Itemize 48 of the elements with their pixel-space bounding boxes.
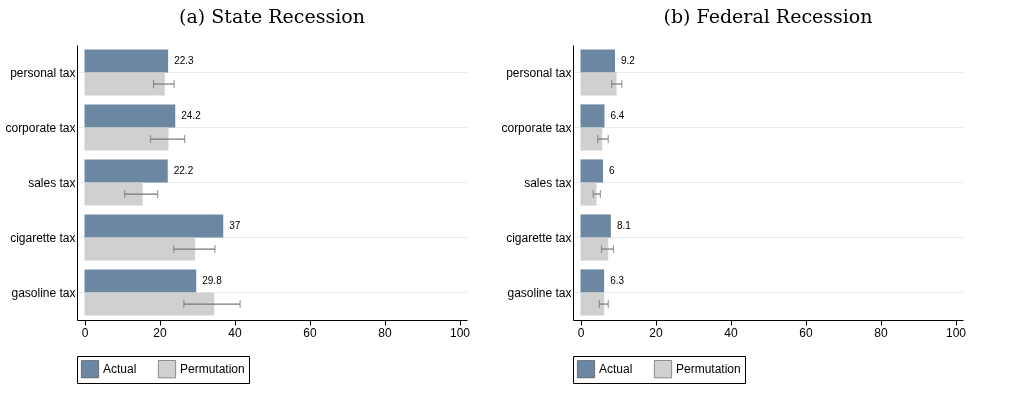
bar <box>84 182 143 206</box>
legend-label: Permutation <box>676 362 741 377</box>
x-tick-label: 60 <box>799 325 813 340</box>
bar <box>84 127 169 151</box>
y-tick-label: personal tax <box>506 65 572 80</box>
data-label: 29.8 <box>202 274 223 286</box>
y-tick-label: gasoline tax <box>11 285 76 300</box>
x-tick-label: 0 <box>577 325 585 340</box>
y-tick-label: sales tax <box>524 175 572 190</box>
data-label: 6.3 <box>610 274 625 286</box>
x-tick-label: 20 <box>153 325 167 340</box>
x-tick-label: 60 <box>303 325 317 340</box>
bar <box>84 214 224 238</box>
y-tick-label: personal tax <box>10 65 76 80</box>
data-label: 22.2 <box>173 164 194 176</box>
bar <box>84 237 196 261</box>
chart-title: (a) State Recession <box>179 5 365 27</box>
data-label: 9.2 <box>621 54 636 66</box>
y-tick-label: cigarette tax <box>10 230 76 245</box>
bar <box>84 72 165 96</box>
y-tick-label: gasoline tax <box>507 285 572 300</box>
x-tick-label: 0 <box>81 325 89 340</box>
data-label: 22.3 <box>174 54 195 66</box>
legend-label: Actual <box>599 362 633 377</box>
bar <box>84 49 169 73</box>
data-label: 24.2 <box>181 109 202 121</box>
y-tick-label: corporate tax <box>5 120 76 135</box>
x-tick-label: 80 <box>874 325 888 340</box>
x-tick-label: 20 <box>649 325 663 340</box>
x-tick-label: 100 <box>449 325 471 340</box>
x-tick-label: 80 <box>378 325 392 340</box>
y-tick-label: sales tax <box>28 175 76 190</box>
x-tick-label: 40 <box>228 325 242 340</box>
y-tick-label: cigarette tax <box>506 230 572 245</box>
bar <box>84 104 176 128</box>
bar <box>84 159 168 183</box>
legend-label: Permutation <box>180 362 245 377</box>
chart-title: (b) Federal Recession <box>663 5 873 27</box>
bar <box>84 292 215 316</box>
y-tick-label: corporate tax <box>501 120 572 135</box>
x-tick-label: 40 <box>724 325 738 340</box>
x-tick-label: 100 <box>945 325 967 340</box>
data-label: 6.4 <box>610 109 625 121</box>
legend-label: Actual <box>103 362 137 377</box>
data-label: 37 <box>229 219 241 231</box>
bar <box>84 269 197 293</box>
data-label: 8.1 <box>616 219 632 231</box>
data-label: 6 <box>609 164 615 176</box>
